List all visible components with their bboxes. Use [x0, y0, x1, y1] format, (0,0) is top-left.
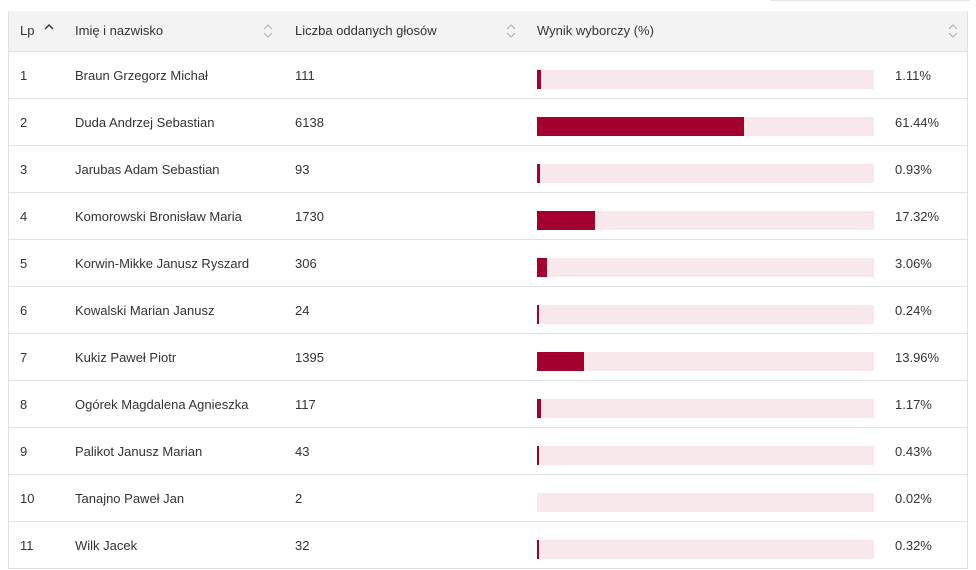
result-bar-track	[537, 493, 874, 512]
table-row: 4 Komorowski Bronisław Maria 1730 17.32%	[9, 193, 967, 240]
result-bar-track	[537, 540, 874, 559]
result-bar-fill	[537, 117, 745, 136]
row-percentage: 17.32%	[895, 209, 940, 224]
row-name: Komorowski Bronisław Maria	[75, 209, 242, 224]
row-votes: 1395	[295, 350, 324, 365]
result-bar-track	[537, 117, 874, 136]
column-header-votes[interactable]: Liczba oddanych głosów	[295, 11, 437, 51]
row-lp: 2	[20, 115, 28, 130]
result-bar-track	[537, 446, 874, 465]
result-bar-fill	[537, 352, 585, 371]
result-bar-track	[537, 352, 874, 371]
result-bar-fill	[537, 305, 539, 324]
row-name: Korwin-Mikke Janusz Ryszard	[75, 256, 250, 271]
row-percentage: 3.06%	[895, 256, 932, 271]
column-header-result[interactable]: Wynik wyborczy (%)	[537, 11, 654, 51]
result-bar-track	[537, 211, 874, 230]
row-name: Wilk Jacek	[75, 538, 138, 553]
sort-votes-icon[interactable]	[506, 23, 516, 39]
table-row: 10 Tanajno Paweł Jan 2 0.02%	[9, 475, 967, 522]
table-row: 11 Wilk Jacek 32 0.32%	[9, 522, 967, 568]
row-name: Jarubas Adam Sebastian	[75, 162, 220, 177]
sort-ascending-icon	[44, 24, 54, 30]
row-percentage: 0.93%	[895, 162, 932, 177]
table-row: 3 Jarubas Adam Sebastian 93 0.93%	[9, 146, 967, 193]
row-lp: 10	[20, 491, 35, 506]
result-bar-fill	[537, 446, 539, 465]
row-name: Ogórek Magdalena Agnieszka	[75, 397, 249, 412]
row-percentage: 1.11%	[895, 68, 931, 83]
result-bar-fill	[537, 258, 548, 277]
row-name: Braun Grzegorz Michał	[75, 68, 208, 83]
row-lp: 11	[20, 538, 34, 553]
sort-result-icon[interactable]	[948, 23, 958, 39]
column-header-name[interactable]: Imię i nazwisko	[75, 11, 163, 51]
row-lp: 7	[20, 350, 28, 365]
row-percentage: 13.96%	[895, 350, 940, 365]
row-votes: 1730	[295, 209, 324, 224]
table-row: 9 Palikot Janusz Marian 43 0.43%	[9, 428, 967, 475]
result-bar-fill	[537, 211, 596, 230]
column-header-lp-label: Lp	[20, 23, 35, 38]
table-row: 6 Kowalski Marian Janusz 24 0.24%	[9, 287, 967, 334]
column-header-name-label: Imię i nazwisko	[75, 23, 164, 38]
result-bar-track	[537, 258, 874, 277]
row-votes: 6138	[295, 115, 324, 130]
column-header-votes-label: Liczba oddanych głosów	[295, 23, 437, 38]
result-bar-fill	[537, 70, 541, 89]
row-votes: 43	[295, 444, 310, 459]
row-votes: 306	[295, 256, 317, 271]
row-lp: 1	[20, 68, 28, 83]
row-lp: 3	[20, 162, 28, 177]
row-percentage: 0.24%	[895, 303, 932, 318]
row-votes: 2	[295, 491, 303, 506]
top-divider	[770, 0, 970, 1]
row-votes: 32	[295, 538, 310, 553]
row-lp: 4	[20, 209, 28, 224]
row-votes: 24	[295, 303, 310, 318]
sort-name-icon[interactable]	[263, 23, 273, 39]
row-votes: 117	[295, 397, 316, 412]
row-lp: 5	[20, 256, 28, 271]
result-bar-track	[537, 305, 874, 324]
result-bar-track	[537, 164, 874, 183]
row-percentage: 1.17%	[895, 397, 932, 412]
result-bar-fill	[537, 164, 541, 183]
row-lp: 8	[20, 397, 28, 412]
row-percentage: 0.02%	[895, 491, 932, 506]
row-lp: 6	[20, 303, 28, 318]
row-percentage: 0.43%	[895, 444, 932, 459]
table-row: 1 Braun Grzegorz Michał 111 1.11%	[9, 52, 967, 99]
row-votes: 93	[295, 162, 310, 177]
row-name: Kowalski Marian Janusz	[75, 303, 215, 318]
row-name: Kukiz Paweł Piotr	[75, 350, 177, 365]
column-header-result-label: Wynik wyborczy (%)	[537, 23, 654, 38]
table-row: 8 Ogórek Magdalena Agnieszka 117 1.17%	[9, 381, 967, 428]
table-body: 1 Braun Grzegorz Michał 111 1.11% 2 Duda…	[9, 52, 967, 568]
result-bar-track	[537, 70, 874, 89]
row-name: Palikot Janusz Marian	[75, 444, 203, 459]
table-row: 5 Korwin-Mikke Janusz Ryszard 306 3.06%	[9, 240, 967, 287]
result-bar-fill	[537, 399, 541, 418]
row-votes: 111	[295, 68, 315, 83]
result-bar-track	[537, 399, 874, 418]
table-row: 7 Kukiz Paweł Piotr 1395 13.96%	[9, 334, 967, 381]
row-name: Tanajno Paweł Jan	[75, 491, 185, 506]
column-header-lp[interactable]: Lp	[20, 11, 54, 51]
row-percentage: 0.32%	[895, 538, 932, 553]
row-name: Duda Andrzej Sebastian	[75, 115, 215, 130]
row-percentage: 61.44%	[895, 115, 940, 130]
results-table: Lp Imię i nazwisko Liczba oddanych głosó…	[8, 11, 968, 569]
result-bar-fill	[537, 540, 539, 559]
table-header: Lp Imię i nazwisko Liczba oddanych głosó…	[9, 11, 967, 52]
table-row: 2 Duda Andrzej Sebastian 6138 61.44%	[9, 99, 967, 146]
row-lp: 9	[20, 444, 28, 459]
